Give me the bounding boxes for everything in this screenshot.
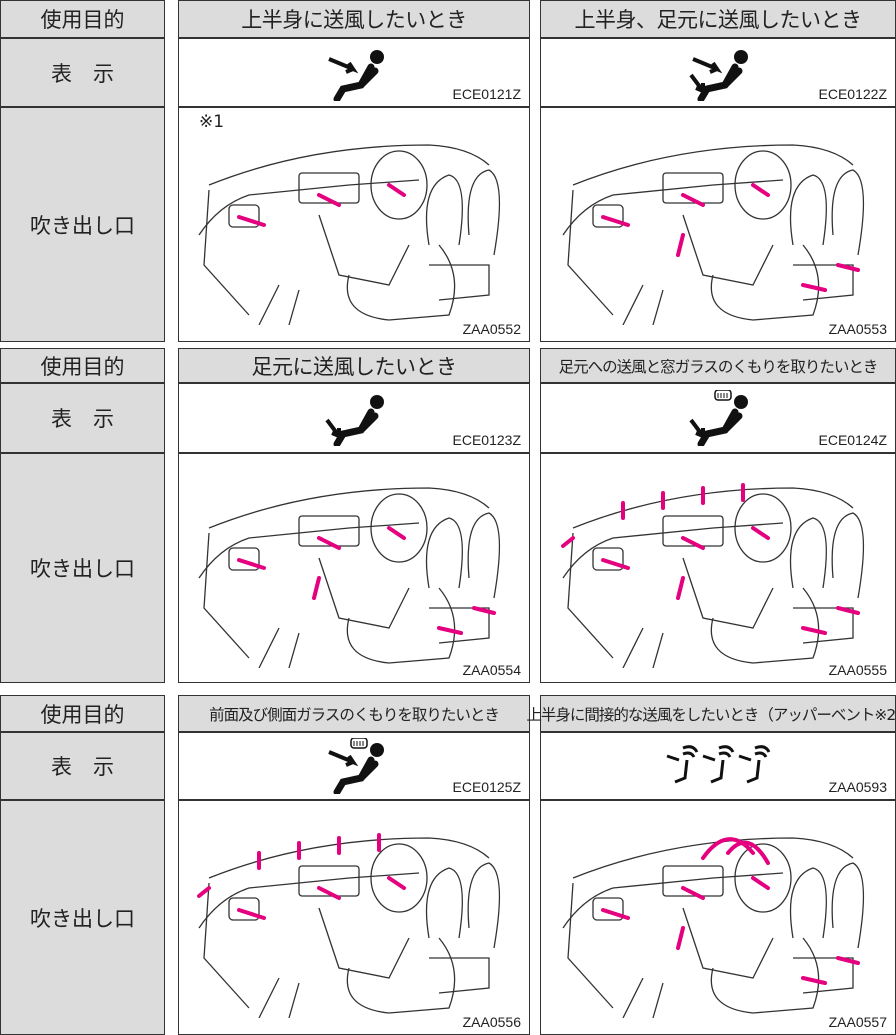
purpose-label: 使用目的 bbox=[0, 348, 165, 383]
figure-code: ECE0121Z bbox=[452, 86, 521, 102]
mode-icon bbox=[689, 49, 748, 101]
interior-illustration bbox=[197, 832, 501, 1018]
figure-code: ECE0124Z bbox=[818, 432, 887, 448]
figure-code: ZAA0556 bbox=[462, 1014, 521, 1030]
outlet-cell: ZAA0553 bbox=[540, 107, 896, 342]
column-heading: 前面及び側面ガラスのくもりを取りたいとき bbox=[178, 695, 530, 732]
mode-icon bbox=[666, 745, 771, 784]
interior-illustration bbox=[198, 143, 501, 325]
mode-icon bbox=[328, 738, 384, 794]
row-label: 表 示 bbox=[0, 732, 165, 800]
interior-illustration bbox=[562, 836, 865, 1018]
interior-illustration bbox=[562, 143, 865, 325]
column-heading: 上半身に間接的な送風をしたいとき（アッパーベント※2） bbox=[526, 695, 896, 732]
row-label: 表 示 bbox=[0, 383, 165, 453]
outlet-cell: ZAA0552 ※1 bbox=[178, 107, 530, 342]
display-cell: ECE0122Z bbox=[540, 38, 896, 107]
figure-code: ECE0123Z bbox=[452, 432, 521, 448]
row-label: 吹き出し口 bbox=[0, 800, 165, 1035]
display-cell: ECE0123Z bbox=[178, 383, 530, 453]
row-label: 吹き出し口 bbox=[0, 107, 165, 342]
figure-code: ZAA0553 bbox=[828, 321, 887, 337]
purpose-label: 使用目的 bbox=[0, 695, 165, 732]
outlet-cell: ZAA0556 bbox=[178, 800, 530, 1035]
display-cell: ECE0121Z bbox=[178, 38, 530, 107]
row-label: 表 示 bbox=[0, 38, 165, 107]
mode-icon bbox=[325, 395, 384, 446]
mode-icon bbox=[689, 390, 748, 446]
outlet-cell: ZAA0555 bbox=[540, 453, 896, 683]
figure-code: ZAA0555 bbox=[828, 662, 887, 678]
outlet-cell: ZAA0554 bbox=[178, 453, 530, 683]
column-heading: 足元に送風したいとき bbox=[178, 348, 530, 383]
figure-code: ZAA0557 bbox=[828, 1014, 887, 1030]
figure-code: ZAA0554 bbox=[462, 662, 521, 678]
figure-code: ZAA0552 bbox=[462, 321, 521, 337]
display-cell: ECE0124Z bbox=[540, 383, 896, 453]
column-heading: 上半身、足元に送風したいとき bbox=[540, 0, 896, 38]
column-heading: 上半身に送風したいとき bbox=[178, 0, 530, 38]
note-mark: ※1 bbox=[199, 112, 225, 132]
figure-code: ZAA0593 bbox=[828, 779, 887, 795]
interior-illustration bbox=[198, 487, 501, 668]
interior-illustration bbox=[561, 483, 865, 668]
figure-code: ECE0122Z bbox=[818, 86, 887, 102]
purpose-label: 使用目的 bbox=[0, 0, 165, 38]
display-cell: ZAA0593 bbox=[540, 732, 896, 800]
figure-code: ECE0125Z bbox=[452, 779, 521, 795]
column-heading: 足元への送風と窓ガラスのくもりを取りたいとき bbox=[540, 348, 896, 383]
display-cell: ECE0125Z bbox=[178, 732, 530, 800]
row-label: 吹き出し口 bbox=[0, 453, 165, 683]
mode-icon bbox=[328, 49, 384, 101]
outlet-cell: ZAA0557 bbox=[540, 800, 896, 1035]
